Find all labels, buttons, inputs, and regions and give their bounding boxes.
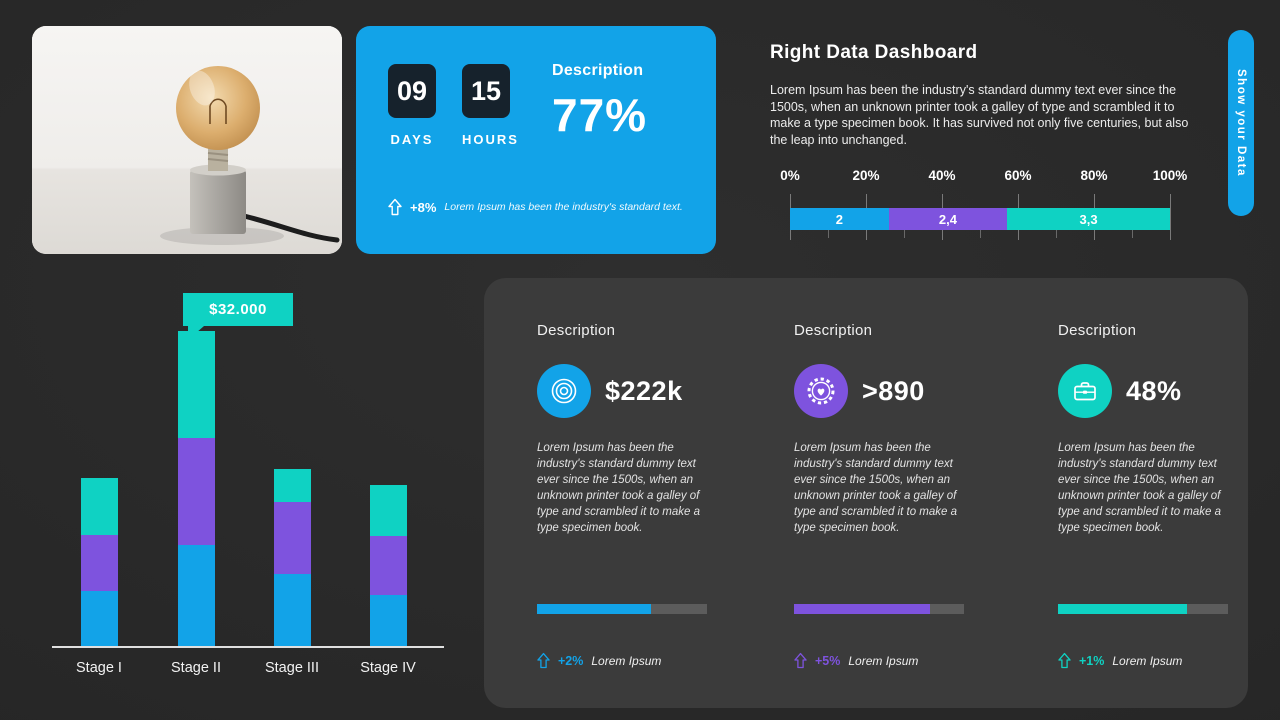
stats-panel: Description $222k Lorem Ipsum has been t… (484, 278, 1248, 708)
stat-heading: Description (1058, 322, 1137, 339)
stat-value: >890 (862, 375, 925, 406)
arrow-up-icon (388, 198, 402, 216)
stat-body: Lorem Ipsum has been the industry's stan… (1058, 442, 1221, 534)
days-value: 09 (388, 64, 436, 118)
stage-axis-label: Stage I (76, 660, 122, 676)
stage-axis-labels: Stage I Stage II Stage III Stage IV (0, 660, 460, 682)
stacked-bar (80, 478, 118, 648)
bar-segment-purple (273, 502, 311, 574)
chart-callout: $32.000 (183, 293, 293, 326)
minor-tick-mark (904, 226, 905, 238)
delta-label: Lorem Ipsum (591, 653, 662, 668)
countdown-card: 09 DAYS 15 HOURS Description 77% +8% Lor… (356, 26, 716, 254)
minor-tick-mark (828, 226, 829, 238)
horizontal-stacked-bar: 2 2,4 3,3 (790, 208, 1170, 230)
note-text: Lorem Ipsum has been the industry's stan… (444, 201, 683, 213)
lamp-photo-illustration (32, 26, 342, 254)
progress-fill (794, 604, 930, 614)
stacked-bar (369, 485, 407, 648)
hbar-segment: 3,3 (1007, 208, 1170, 230)
page-title: Right Data Dashboard (770, 42, 978, 63)
stat-heading: Description (537, 322, 616, 339)
chart-callout-pointer (188, 326, 204, 340)
delta-value: +5% (815, 653, 841, 668)
hbar-segment: 2 (790, 208, 889, 230)
photo-lamp-card (32, 26, 342, 254)
stat-body: Lorem Ipsum has been the industry's stan… (794, 442, 957, 534)
arrow-up-icon (537, 652, 550, 669)
intro-paragraph: Lorem Ipsum has been the industry's stan… (770, 83, 1189, 147)
bar-segment-purple (369, 536, 407, 595)
stat-value: $222k (605, 375, 683, 406)
show-your-data-tab[interactable]: Show your Data (1228, 30, 1254, 216)
bar-segment-teal (177, 331, 215, 438)
scale-tick-label: 0% (780, 168, 800, 183)
stage-axis-label: Stage IV (360, 660, 416, 676)
percent-value: 77% (552, 89, 648, 141)
scale-tick-label: 20% (852, 168, 880, 183)
bar-segment-blue (80, 591, 118, 648)
stat-body: Lorem Ipsum has been the industry's stan… (537, 442, 700, 534)
tick-mark (1170, 194, 1171, 240)
minor-tick-mark (1132, 226, 1133, 238)
briefcase-icon (1058, 364, 1112, 418)
bar-segment-purple (177, 438, 215, 545)
progress-bar (537, 604, 707, 614)
stat-heading: Description (794, 322, 873, 339)
minor-tick-mark (980, 226, 981, 238)
delta-value: +8% (410, 199, 437, 215)
progress-fill (537, 604, 651, 614)
progress-bar (1058, 604, 1228, 614)
side-tab-label: Show your Data (1235, 69, 1247, 177)
stage-axis-label: Stage II (171, 660, 221, 676)
delta-label: Lorem Ipsum (848, 653, 919, 668)
delta-value: +2% (558, 653, 584, 668)
hours-label: HOURS (462, 132, 519, 147)
percent-scale: 0% 20% 40% 60% 80% 100% 2 2,4 3,3 (780, 168, 1187, 252)
stacked-bar (177, 331, 215, 648)
scale-tick-label: 60% (1004, 168, 1032, 183)
progress-fill (1058, 604, 1188, 614)
stacked-bar (273, 469, 311, 648)
stat-card: Description >890 Lorem Ipsum has been th… (794, 322, 984, 669)
stat-value: 48% (1126, 375, 1182, 406)
x-axis-line (52, 646, 444, 648)
minor-tick-mark (1056, 226, 1057, 238)
scale-tick-label: 100% (1152, 168, 1188, 183)
bar-segment-blue (369, 595, 407, 648)
hbar-segment: 2,4 (888, 208, 1008, 230)
bar-segment-blue (273, 574, 311, 648)
scale-tick-label: 40% (928, 168, 956, 183)
delta-value: +1% (1079, 653, 1105, 668)
bar-segment-teal (369, 485, 407, 536)
bar-segment-blue (177, 545, 215, 648)
delta-label: Lorem Ipsum (1112, 653, 1183, 668)
bar-segment-purple (80, 535, 118, 591)
arrow-up-icon (794, 652, 807, 669)
description-heading: Description (552, 62, 644, 79)
stat-card: Description $222k Lorem Ipsum has been t… (537, 322, 727, 669)
scale-tick-label: 80% (1080, 168, 1108, 183)
target-icon (537, 364, 591, 418)
hours-value: 15 (462, 64, 510, 118)
stage-axis-label: Stage III (264, 660, 319, 676)
stage-bar-chart (0, 327, 460, 648)
days-label: DAYS (390, 132, 434, 147)
arrow-up-icon (1058, 652, 1071, 669)
progress-bar (794, 604, 964, 614)
bar-segment-teal (273, 469, 311, 502)
gear-heart-icon (794, 364, 848, 418)
stat-card: Description 48% Lorem Ipsum has been the… (1058, 322, 1248, 669)
bar-segment-teal (80, 478, 118, 535)
